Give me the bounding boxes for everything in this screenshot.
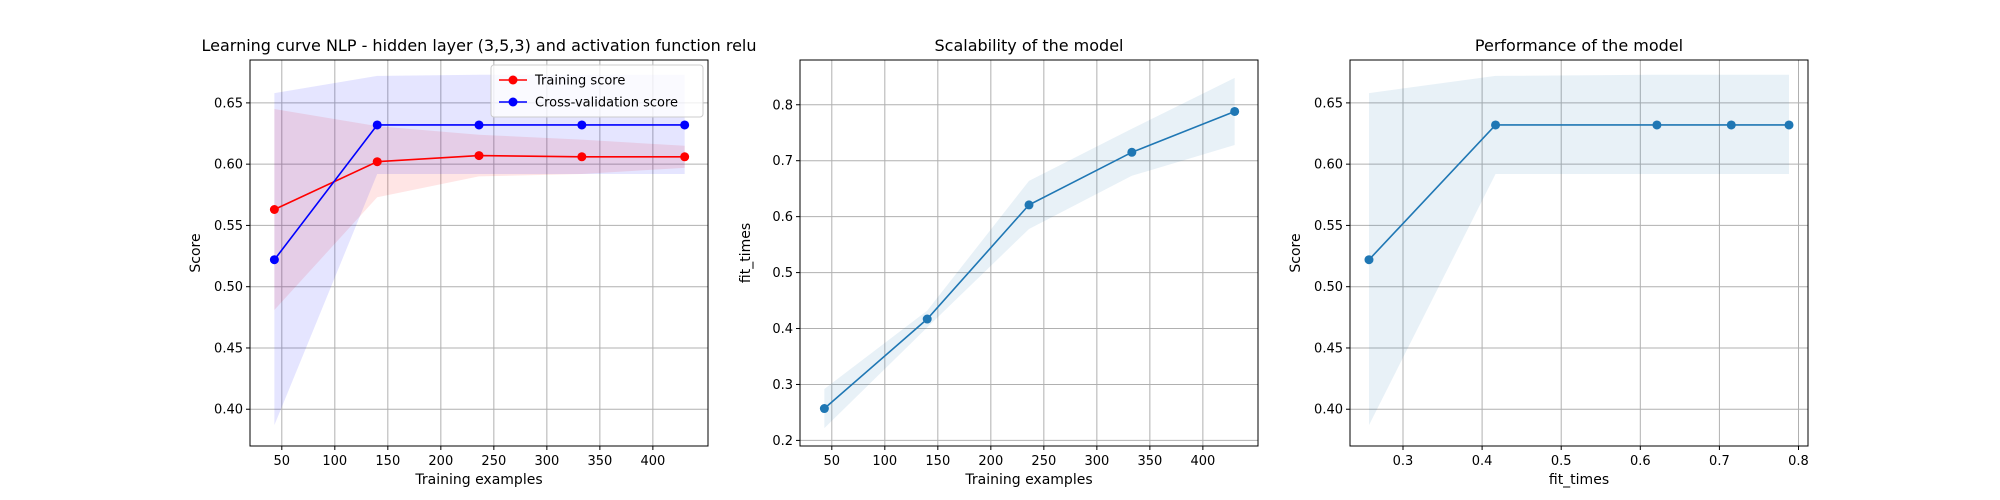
y-tick-label: 0.55 — [1314, 219, 1343, 234]
x-tick-label: 100 — [322, 454, 347, 469]
x-tick-label: 150 — [375, 454, 400, 469]
data-point — [1652, 120, 1662, 130]
data-point — [1127, 147, 1137, 157]
y-tick-label: 0.4 — [772, 322, 793, 337]
y-tick-label: 0.50 — [1314, 280, 1343, 295]
x-tick-label: 0.4 — [1472, 454, 1493, 469]
data-point — [269, 204, 279, 214]
y-tick-label: 0.40 — [1314, 403, 1343, 418]
data-point — [819, 404, 829, 414]
chart-2: Scalability of the model 50 100 150 200 250 30… — [738, 36, 1259, 488]
y-tick-label: 0.45 — [1314, 341, 1343, 356]
axes-frame — [1349, 59, 1809, 447]
y-tick-label: 0.5 — [772, 266, 793, 281]
data-point — [577, 152, 587, 162]
data-point — [1024, 200, 1034, 210]
y-tick-label: 0.65 — [1314, 96, 1343, 111]
y-tick-label: 0.7 — [772, 154, 793, 169]
x-tick-label: 200 — [428, 454, 453, 469]
y-tick-label: 0.40 — [214, 403, 243, 418]
x-tick-label: 200 — [978, 454, 1003, 469]
x-tick-label: 0.6 — [1630, 454, 1651, 469]
chart-title: Scalability of the model — [935, 36, 1124, 55]
chart-3: Performance of the model 0.3 0.4 0.5 0.6 0.7 0… — [1288, 36, 1809, 488]
x-tick-label: 0.5 — [1551, 454, 1572, 469]
data-point — [680, 120, 690, 130]
y-tick-label: 0.55 — [214, 219, 243, 234]
y-axis-label: fit_times — [738, 223, 754, 283]
data-point — [1364, 255, 1374, 265]
legend: Training score Cross-validation score — [490, 64, 704, 118]
chart-1: Learning curve NLP - hidden layer (3,5,3… — [188, 36, 757, 488]
axes-frame — [249, 59, 709, 447]
axes-frame — [799, 59, 1259, 447]
x-tick-label: 0.8 — [1788, 454, 1809, 469]
x-tick-label: 300 — [1084, 454, 1109, 469]
y-tick-label: 0.2 — [772, 434, 793, 449]
x-axis-label: fit_times — [1549, 472, 1609, 488]
data-point — [1784, 120, 1794, 130]
confidence-band-1 — [1368, 74, 1790, 426]
x-tick-label: 400 — [1190, 454, 1215, 469]
data-point — [474, 120, 484, 130]
x-tick-label: 100 — [872, 454, 897, 469]
legend-label: Training score — [534, 74, 625, 89]
y-tick-label: 0.50 — [214, 280, 243, 295]
legend-swatch-marker — [508, 97, 518, 107]
y-axis-label: Score — [1288, 233, 1304, 272]
data-point — [474, 151, 484, 161]
y-axis-label: Score — [188, 233, 204, 272]
x-tick-label: 250 — [481, 454, 506, 469]
legend-label: Cross-validation score — [535, 96, 678, 111]
x-tick-label: 300 — [534, 454, 559, 469]
y-tick-label: 0.45 — [214, 341, 243, 356]
data-point — [372, 120, 382, 130]
chart-title: Learning curve NLP - hidden layer (3,5,3… — [201, 36, 756, 55]
y-tick-label: 0.3 — [772, 378, 793, 393]
data-point — [269, 255, 279, 265]
y-tick-label: 0.65 — [214, 96, 243, 111]
x-tick-label: 350 — [587, 454, 612, 469]
chart-title: Performance of the model — [1475, 36, 1683, 55]
x-tick-label: 250 — [1031, 454, 1056, 469]
data-point — [372, 157, 382, 167]
x-tick-label: 50 — [274, 454, 291, 469]
legend-box — [490, 64, 704, 118]
data-point — [1230, 106, 1240, 116]
x-tick-label: 0.7 — [1709, 454, 1730, 469]
x-tick-label: 0.3 — [1393, 454, 1414, 469]
y-tick-label: 0.8 — [772, 98, 793, 113]
x-tick-label: 150 — [925, 454, 950, 469]
data-point — [1491, 120, 1501, 130]
confidence-band-1 — [824, 77, 1235, 429]
data-point — [680, 152, 690, 162]
x-tick-label: 400 — [640, 454, 665, 469]
y-tick-label: 0.60 — [214, 158, 243, 173]
data-point — [922, 314, 932, 324]
legend-swatch-marker — [508, 75, 518, 85]
data-point — [1726, 120, 1736, 130]
x-axis-label: Training examples — [414, 472, 542, 488]
data-point — [577, 120, 587, 130]
y-tick-label: 0.6 — [772, 210, 793, 225]
y-tick-label: 0.60 — [1314, 158, 1343, 173]
x-tick-label: 350 — [1137, 454, 1162, 469]
x-tick-label: 50 — [824, 454, 841, 469]
x-axis-label: Training examples — [964, 472, 1092, 488]
